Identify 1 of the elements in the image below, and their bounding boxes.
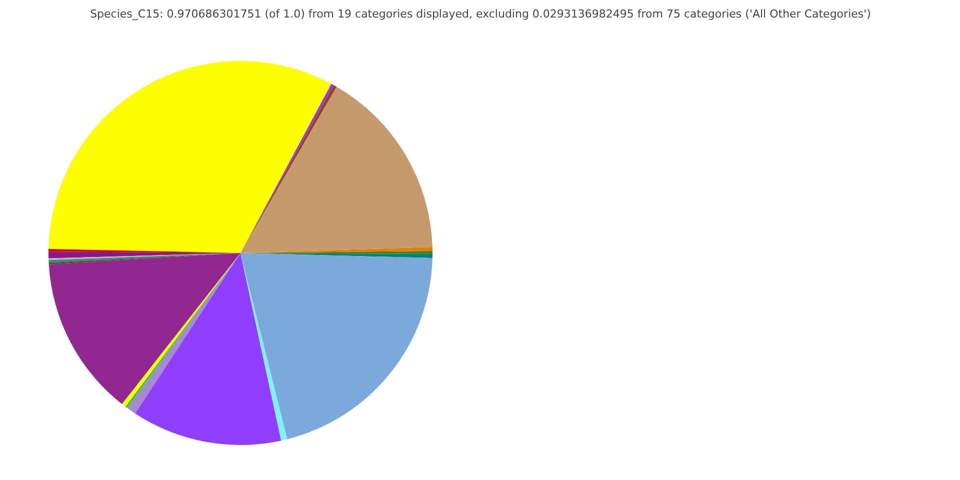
- text: Species_C15: 0.970686301751 (of 1.0) from 19 categories displayed, excluding 0.0293136982495 from 75 categories ('All Other Categories'): [90, 8, 871, 20]
